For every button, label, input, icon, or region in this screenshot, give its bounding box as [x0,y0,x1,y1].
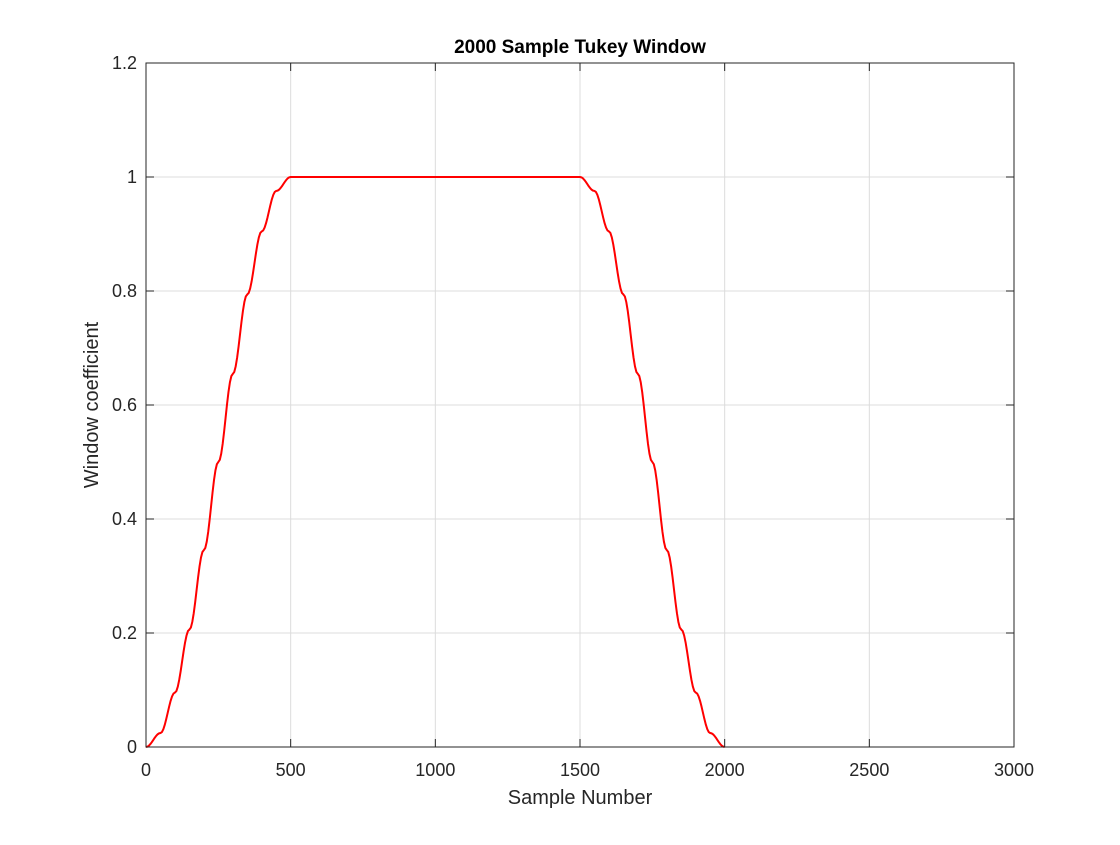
chart-title: 2000 Sample Tukey Window [454,37,706,58]
y-axis-label: Window coefficient [81,321,103,488]
x-tick-label: 3000 [994,760,1034,780]
y-tick-label: 0.2 [112,623,137,643]
y-tick-label: 0.4 [112,509,137,529]
series-line [145,176,725,748]
x-tick-label: 2500 [849,760,889,780]
grid-layer [145,62,1015,748]
y-tick-label: 0.6 [112,395,137,415]
y-tick-label: 1 [127,167,137,187]
tick-layer: 0 500 1000 1500 2000 2500 3000 0 0.2 0.4 0.6 0.8 1 1.… [112,53,1034,780]
y-tick-label: 0 [127,737,137,757]
x-tick-label: 500 [276,760,306,780]
y-tick-label: 0.8 [112,281,137,301]
x-tick-label: 1500 [560,760,600,780]
x-tick-label: 2000 [705,760,745,780]
x-tick-label: 0 [141,760,151,780]
x-axis-label: Sample Number [508,787,653,809]
y-tick-label: 1.2 [112,53,137,73]
x-tick-label: 1000 [415,760,455,780]
data-layer [145,176,725,748]
